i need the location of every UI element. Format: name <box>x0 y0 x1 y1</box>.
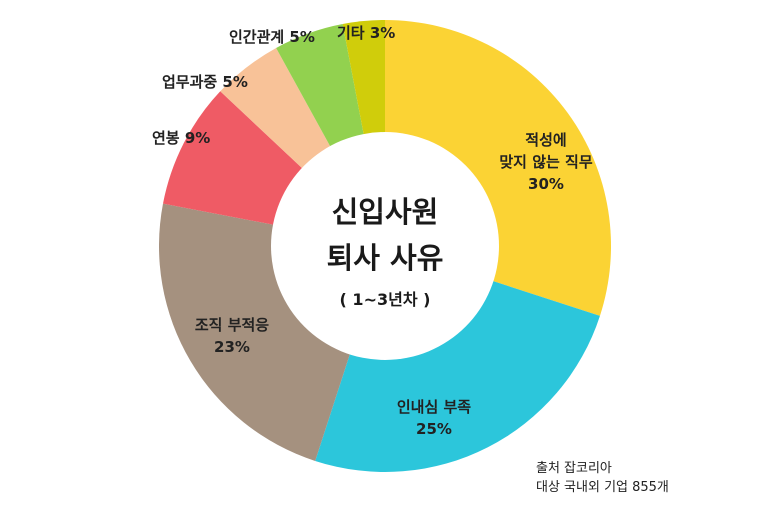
source-line-2: 대상 국내외 기업 855개 <box>536 480 669 495</box>
slice-label-조직-부적응: 조직 부적응 23% <box>195 316 269 356</box>
slice-labels: 적성에 맞지 않는 직무 30% 인내심 부족 25% 조직 부적응 23% 연봉 9% 업무과… <box>152 24 593 438</box>
slice-label-인간관계: 인간관계 5% <box>229 28 315 46</box>
center-title-line-2: 퇴사 사유 <box>327 241 444 275</box>
slice-label-적성에-맞지-않는-직무: 적성에 맞지 않는 직무 30% <box>499 131 592 193</box>
slice-label-업무과중: 업무과중 5% <box>162 73 248 91</box>
slice-label-연봉: 연봉 9% <box>152 129 210 147</box>
slice-label-인내심-부족: 인내심 부족 25% <box>397 398 471 438</box>
center-subtitle: ( 1~3년차 ) <box>340 290 431 309</box>
center-title-line-1: 신입사원 <box>332 195 439 229</box>
source-line-1: 출처 잡코리아 <box>536 461 612 476</box>
slice-label-기타: 기타 3% <box>337 24 395 42</box>
donut-hole <box>271 132 499 360</box>
